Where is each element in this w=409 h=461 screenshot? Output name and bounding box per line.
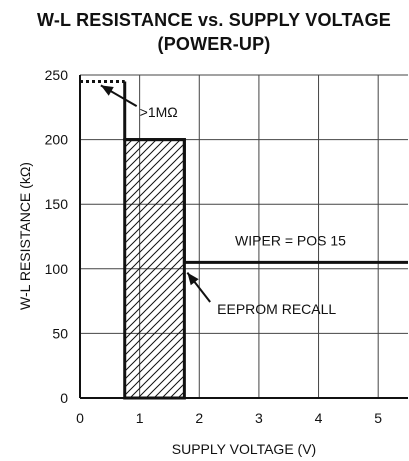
y-tick-label-200: 200 [45, 132, 69, 148]
hatched-region-0 [123, 138, 186, 400]
y-tick-label-50: 50 [52, 325, 68, 341]
y-axis-label: W-L RESISTANCE (kΩ) [17, 162, 33, 310]
series-line-0 [123, 81, 408, 264]
chart-title: W-L RESISTANCE vs. SUPPLY VOLTAGE [37, 10, 391, 30]
plot-frame [79, 75, 408, 399]
series-layer [80, 79, 408, 264]
annotation-text-0: >1MΩ [140, 104, 178, 120]
hatched-region-layer [123, 138, 186, 400]
annotation-arrow-2-head [187, 272, 199, 286]
annotation-layer: >1MΩ WIPER = POS 15 EEPROM RECALL [100, 84, 346, 317]
y-tick-label-250: 250 [45, 67, 69, 83]
x-tick-label-2: 2 [195, 410, 203, 426]
x-axis-label: SUPPLY VOLTAGE (V) [172, 441, 316, 457]
x-tick-label-4: 4 [315, 410, 323, 426]
annotation-arrow-0-head [100, 85, 114, 96]
x-tick-label-0: 0 [76, 410, 84, 426]
chart-subtitle: (POWER-UP) [158, 34, 271, 54]
y-tick-label-0: 0 [60, 390, 68, 406]
annotation-text-2: EEPROM RECALL [217, 301, 336, 317]
annotation-text-1: WIPER = POS 15 [235, 233, 346, 249]
x-tick-label-1: 1 [136, 410, 144, 426]
y-tick-label-100: 100 [45, 261, 69, 277]
y-tick-label-150: 150 [45, 196, 69, 212]
x-tick-label-3: 3 [255, 410, 263, 426]
x-tick-label-5: 5 [374, 410, 382, 426]
